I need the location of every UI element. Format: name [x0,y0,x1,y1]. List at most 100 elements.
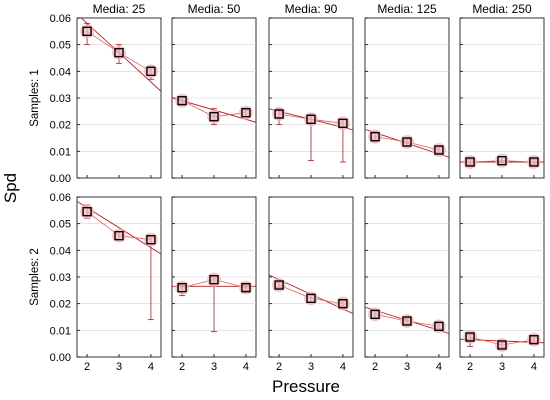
data-point [306,114,316,125]
panel-plot [365,306,449,334]
y-tick-label: 0.02 [50,120,71,132]
point-halo [272,107,287,121]
x-tick-label: 2 [372,361,378,373]
x-axis-title: Pressure [272,377,340,396]
panel-plot [80,18,161,92]
y-tick-label: 0.06 [50,192,71,204]
data-point [465,332,475,342]
point-halo [335,296,350,311]
data-point [241,282,251,293]
panel-plot [460,330,544,352]
point-halo [431,143,446,157]
y-tick-label: 0.03 [50,93,71,105]
column-title: Media: 90 [285,2,338,16]
y-tick-label: 0.03 [50,272,71,284]
data-point [177,95,187,106]
x-tick-label: 4 [340,361,346,373]
point-halo [304,291,318,306]
data-point [114,47,124,58]
y-tick-label: 0.01 [50,146,71,158]
column-title: Media: 50 [188,2,241,16]
y-tick-label: 0.05 [50,40,71,52]
point-halo [175,93,190,108]
point-halo [207,272,221,287]
point-halo [431,319,446,334]
panel [76,196,162,358]
panel-plot [172,93,256,126]
y-tick-label: 0.04 [50,66,71,78]
x-tick-label: 2 [84,361,90,373]
data-point [497,155,507,166]
point-halo [80,204,95,219]
point-halo [368,129,383,144]
panel [364,17,450,179]
panel [268,196,354,358]
x-tick-label: 4 [148,361,154,373]
x-tick-label: 4 [243,361,249,373]
data-point [146,66,156,77]
panel [76,17,162,179]
point-halo [526,155,541,169]
panel [459,196,545,358]
data-point [370,309,380,320]
x-tick-label: 3 [116,361,122,373]
data-point [529,157,539,167]
x-tick-label: 3 [211,361,217,373]
row-title: Samples: 2 [29,248,41,306]
x-tick-label: 3 [308,361,314,373]
panel-plot [460,153,544,169]
point-halo [238,105,253,120]
panel [171,17,257,179]
data-point [402,137,412,147]
point-halo [463,330,478,344]
data-point [146,234,156,245]
x-tick-label: 4 [436,361,442,373]
point-halo [304,112,318,127]
point-halo [463,155,478,169]
column-title: Media: 125 [377,2,437,16]
data-point [402,316,412,326]
point-halo [80,24,95,39]
y-tick-label: 0.00 [50,173,71,185]
point-halo [143,64,158,79]
column-title: Media: 25 [93,2,146,16]
data-point [370,131,380,142]
data-point [274,109,284,119]
point-halo [112,45,126,60]
row-title: Samples: 1 [29,69,41,127]
data-point [497,340,507,350]
point-halo [207,109,221,124]
panel-plot [365,128,449,158]
data-point [209,111,219,122]
x-tick-label: 2 [179,361,185,373]
panel [459,17,545,179]
point-halo [495,153,509,168]
data-point [306,293,316,304]
x-tick-label: 3 [499,361,505,373]
y-tick-label: 0.05 [50,219,71,231]
data-point [209,274,219,285]
y-tick-label: 0.04 [50,245,71,257]
data-point [274,280,284,290]
point-halo [238,280,253,295]
panel-plot [269,274,353,315]
x-tick-label: 3 [404,361,410,373]
y-axis-title: Spd [1,173,20,203]
y-tick-label: 0.02 [50,299,71,311]
panel [171,196,257,358]
x-tick-label: 2 [467,361,473,373]
point-halo [368,307,383,322]
point-halo [400,135,414,149]
data-point [529,334,539,345]
y-tick-label: 0.01 [50,325,71,337]
panel-plot [172,272,256,333]
panel [268,17,354,179]
panel-plot [77,200,161,321]
point-halo [495,338,509,352]
x-tick-label: 2 [276,361,282,373]
point-halo [175,280,190,295]
point-halo [143,232,158,247]
data-point [241,107,251,118]
data-point [434,321,444,332]
